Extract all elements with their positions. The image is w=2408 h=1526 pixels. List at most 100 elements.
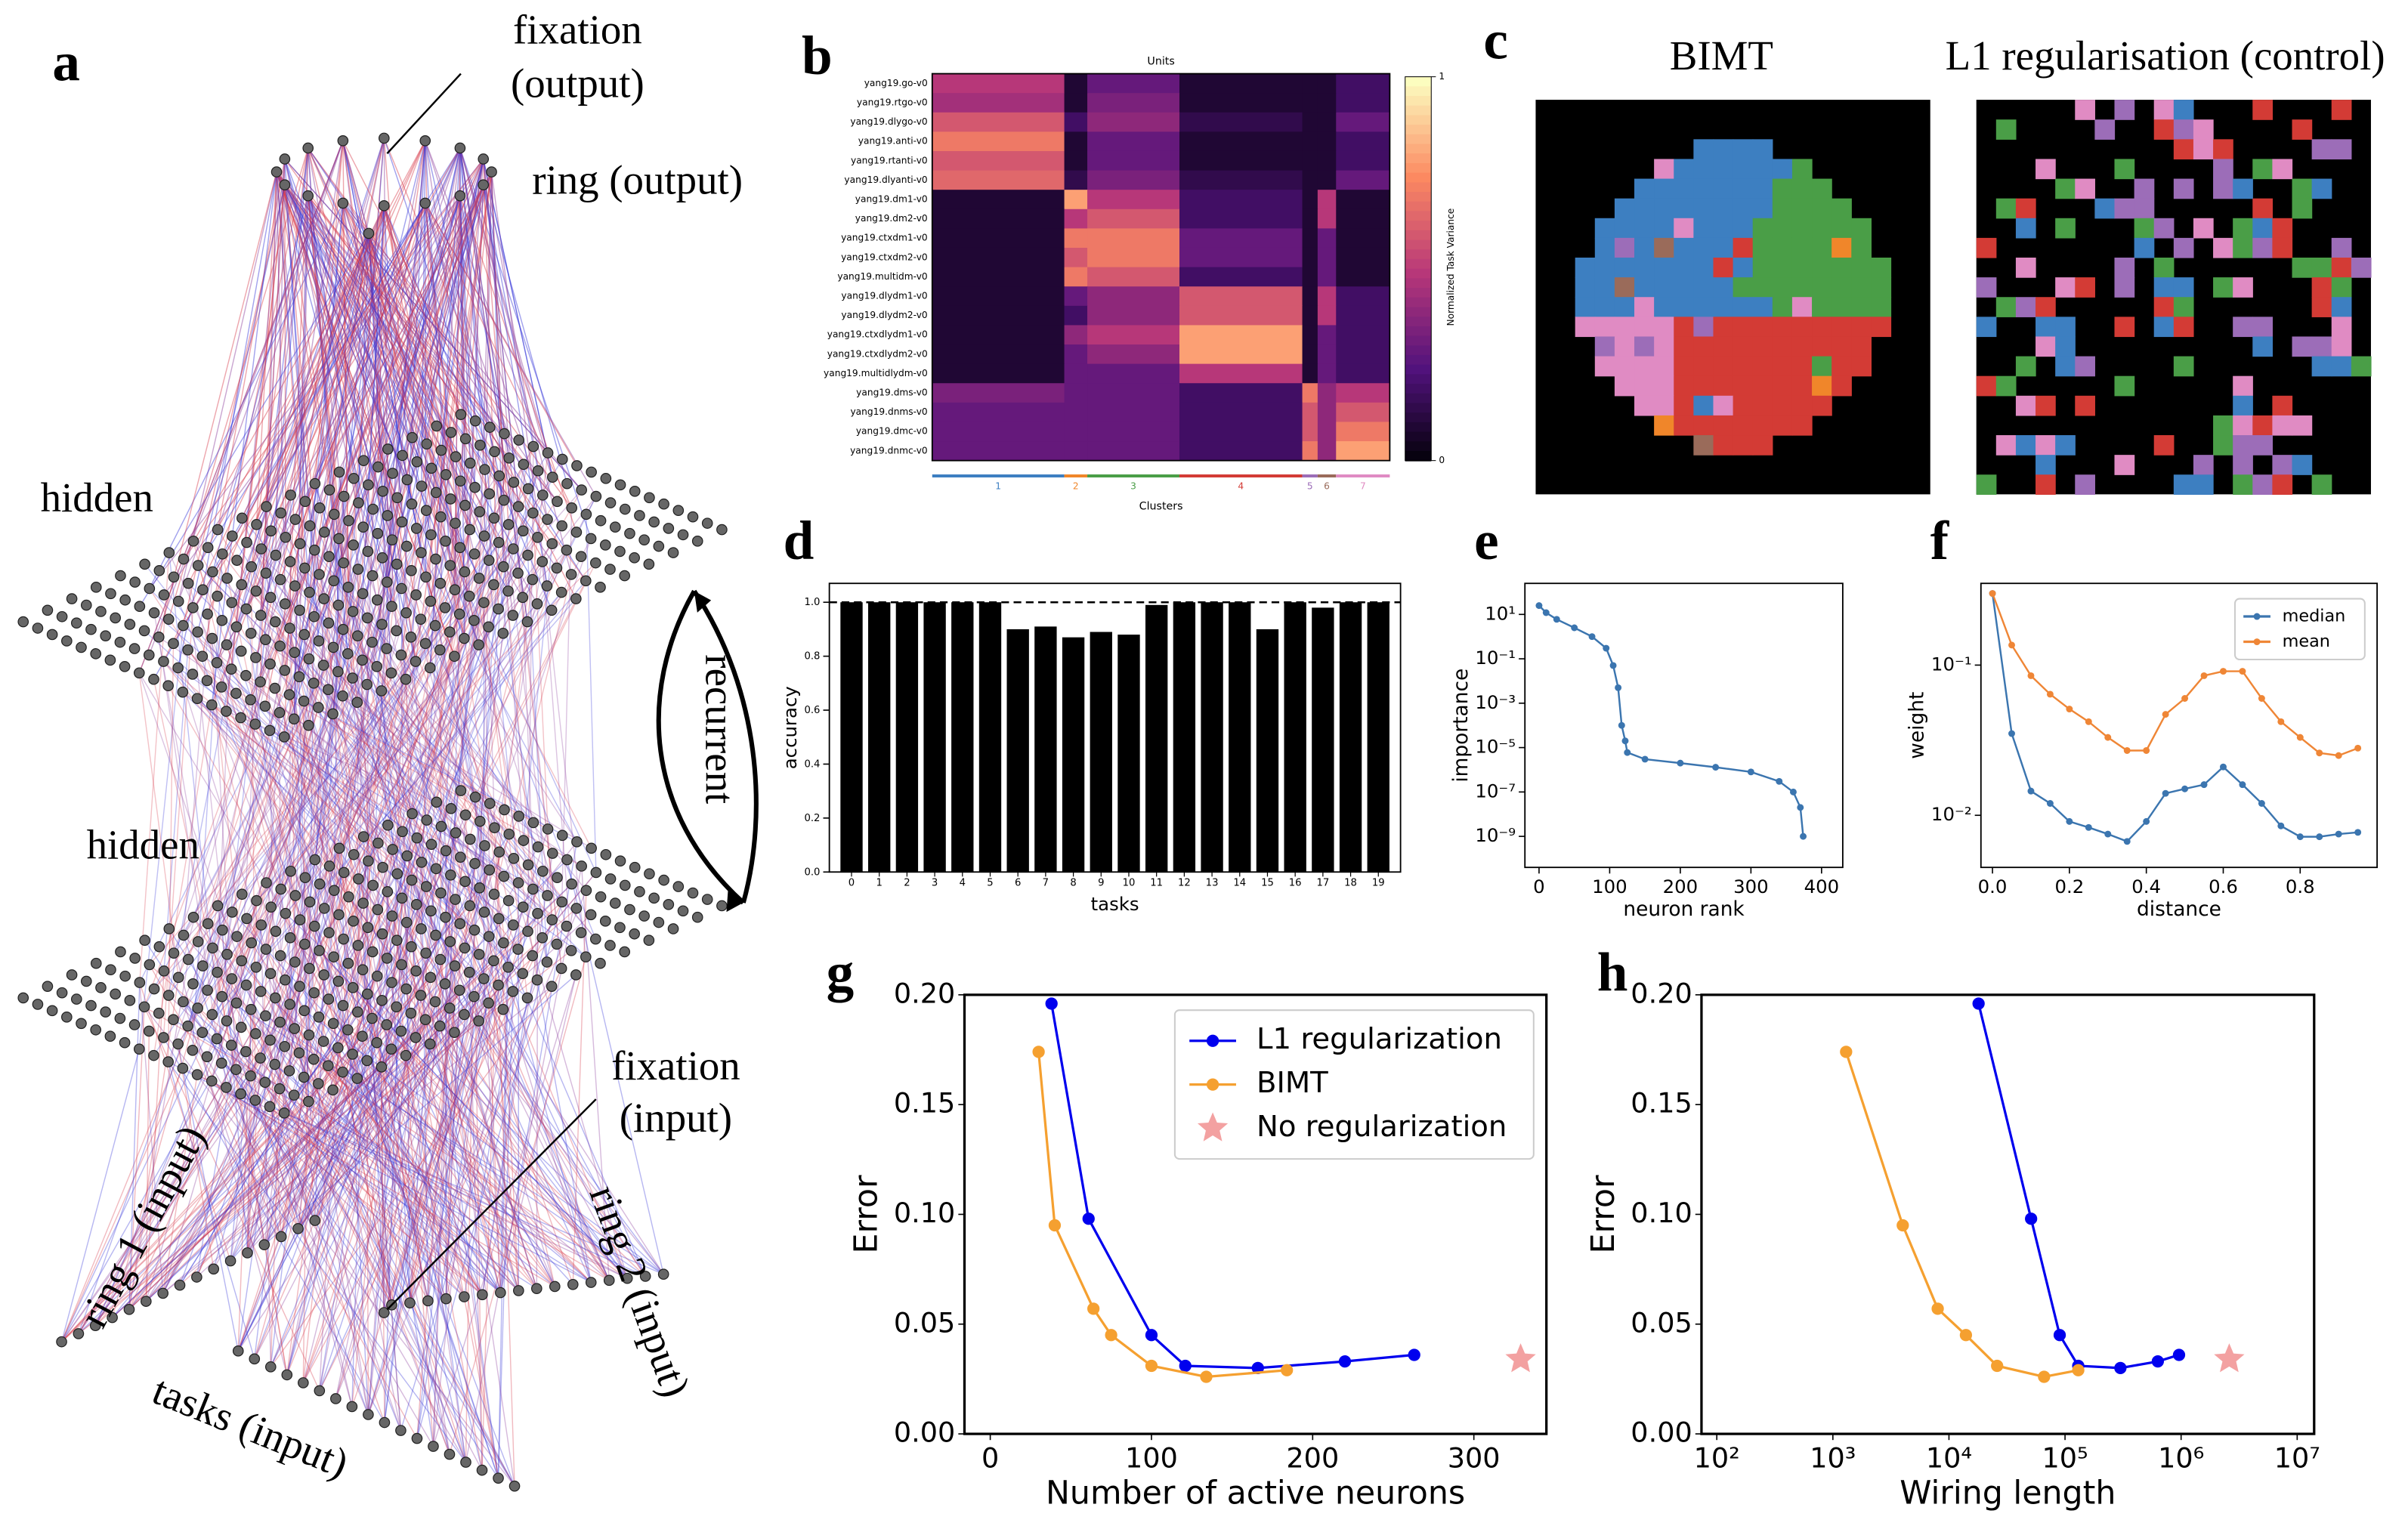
connection — [145, 971, 165, 1302]
neuron — [429, 619, 441, 632]
connection — [391, 546, 407, 1049]
neuron — [701, 894, 713, 905]
heat-cell — [1179, 209, 1303, 229]
row-label: yang19.multidlydm-v0 — [824, 368, 928, 378]
connection — [128, 977, 179, 1310]
neuron — [444, 1002, 456, 1014]
map-cell — [1594, 336, 1615, 357]
connection — [523, 543, 553, 841]
neuron — [230, 1064, 242, 1076]
connection — [308, 195, 480, 579]
panel-letter: a — [52, 31, 80, 92]
neuron — [298, 1071, 310, 1083]
plot-area — [1535, 602, 1807, 840]
heat-cell — [1317, 190, 1337, 210]
connection — [196, 698, 528, 999]
heat-cell — [1302, 344, 1318, 365]
neuron — [493, 846, 505, 858]
axes-frame — [1980, 582, 2379, 869]
connection — [128, 982, 141, 1310]
neuron — [410, 898, 422, 910]
map-cell — [1634, 356, 1655, 377]
neuron — [163, 547, 175, 558]
map-cell — [1752, 218, 1773, 239]
heat-cell — [1179, 383, 1303, 403]
neuron — [468, 990, 480, 1002]
row-label: yang19.ctxdm1-v0 — [841, 233, 928, 243]
heat-cell — [932, 93, 1065, 113]
map-cell — [1832, 297, 1852, 317]
y-tick-label: 0.10 — [894, 1197, 955, 1229]
colorbar-step — [1405, 384, 1432, 394]
map-cell — [2272, 159, 2293, 180]
map-cell — [1752, 375, 1773, 397]
neuron — [391, 625, 402, 637]
connection — [138, 141, 344, 674]
neuron — [261, 501, 272, 512]
map-cell — [2015, 356, 2036, 377]
connection — [468, 595, 597, 873]
marker — [1641, 755, 1649, 763]
map-cell — [2134, 198, 2155, 219]
connection — [138, 141, 344, 674]
connection — [493, 453, 549, 894]
map-cell — [1634, 237, 1655, 258]
connection — [221, 530, 272, 997]
connection — [396, 940, 467, 1463]
connection — [425, 141, 476, 488]
connection — [246, 944, 306, 1253]
connection — [297, 913, 539, 1229]
connection — [479, 560, 490, 888]
connection — [434, 475, 500, 936]
neuron — [465, 833, 476, 845]
neuron — [278, 731, 290, 743]
connection — [308, 147, 369, 485]
marker — [1840, 1046, 1853, 1058]
connection — [254, 899, 456, 1360]
marker — [2172, 1348, 2186, 1361]
map-cell — [2252, 218, 2274, 239]
map-cell — [1812, 198, 1832, 219]
neuron — [512, 944, 524, 955]
connection — [391, 549, 567, 983]
x-tick-label: 0.6 — [2209, 876, 2238, 897]
neuron — [128, 643, 141, 654]
connection — [237, 904, 417, 1351]
marker — [2025, 1212, 2038, 1225]
heat-cell — [1302, 305, 1318, 326]
map-cell — [2311, 139, 2332, 160]
connection — [395, 1006, 483, 1471]
diagram-label: fixation — [611, 1043, 740, 1089]
connection — [226, 707, 320, 1021]
connection — [425, 202, 460, 614]
neuron — [270, 925, 282, 938]
neuron — [464, 900, 476, 912]
heat-cell — [1064, 422, 1088, 442]
y-tick-label: 10⁻¹ — [1931, 653, 1972, 675]
map-cell — [1832, 258, 1852, 278]
map-cell — [2153, 119, 2175, 140]
map-cell — [1575, 277, 1596, 298]
connection — [196, 1073, 555, 1287]
connection — [283, 1113, 353, 1407]
neuron — [508, 1480, 521, 1492]
neuron — [206, 1075, 218, 1087]
neuron — [235, 1021, 247, 1033]
map-cell — [1752, 237, 1773, 258]
neuron — [225, 1039, 237, 1051]
neuron — [264, 1361, 277, 1373]
connection — [286, 1060, 368, 1376]
neuron — [249, 718, 261, 730]
neuron — [716, 900, 728, 912]
neuron — [477, 1289, 488, 1301]
map-cell — [1594, 297, 1615, 317]
neuron — [346, 1401, 358, 1413]
marker — [1082, 1212, 1095, 1225]
neuron — [232, 1345, 244, 1357]
map-cell — [2272, 455, 2293, 475]
colorbar-step — [1405, 268, 1432, 280]
image-title: L1 regularisation (control) — [1946, 32, 2385, 79]
neuron — [400, 673, 412, 685]
connection — [289, 141, 426, 695]
y-tick-label: 0.8 — [804, 651, 820, 663]
